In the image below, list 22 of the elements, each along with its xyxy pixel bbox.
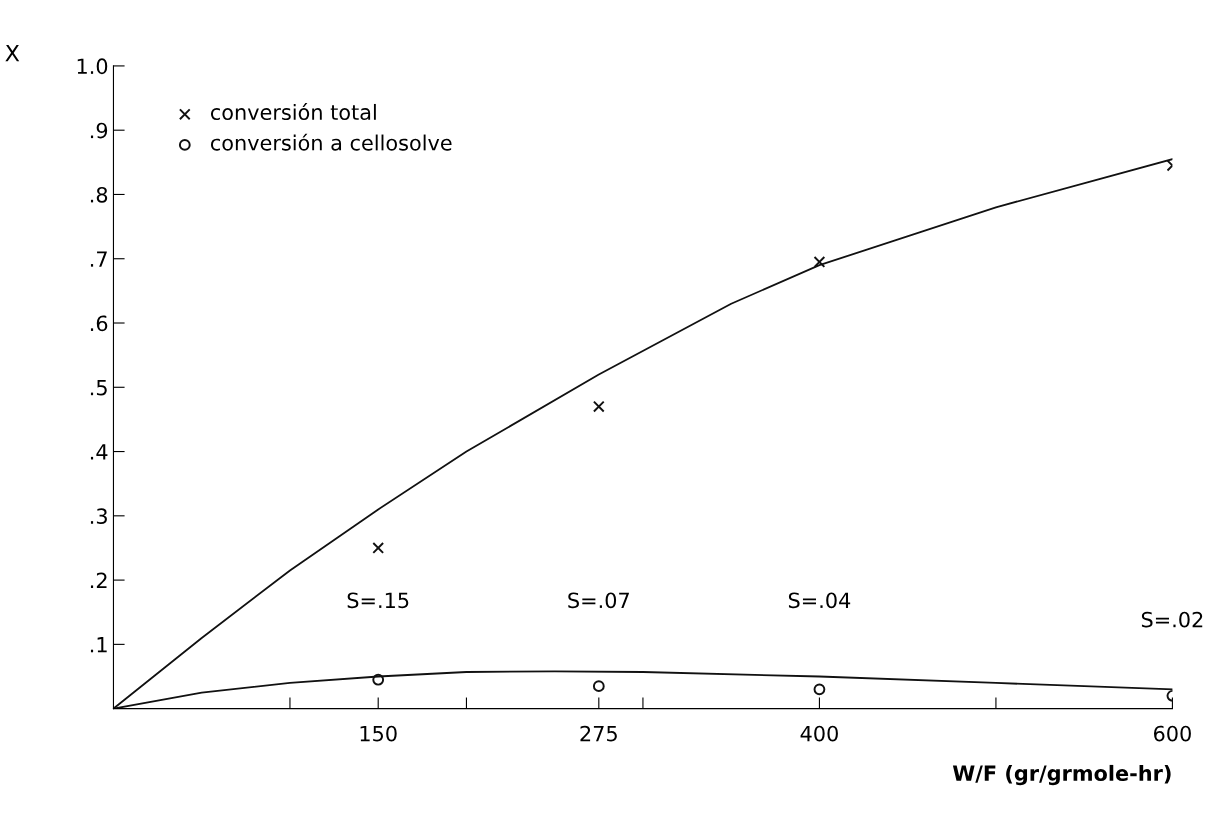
y-tick-label: .9 [90,122,108,139]
legend-label: conversión total [210,103,376,121]
x-axis-title: W/F (gr/grmole-hr) [952,764,1171,786]
y-tick-label: .4 [90,444,108,460]
legend-label: conversión a cellosolve [210,133,452,151]
y-tick-label: .2 [90,572,107,589]
y-tick-label: .6 [90,315,108,332]
y-tick-label: .8 [90,186,108,203]
y-tick-label: .7 [90,251,107,267]
annotation: S=.04 [788,592,851,609]
annotation: S=.15 [347,592,409,609]
y-tick-label: .1 [90,637,107,653]
x-tick-label: 150 [360,725,397,742]
y-axis-title: X [5,45,20,62]
y-tick-label: 1.0 [77,58,108,75]
annotation: S=.02 [1141,611,1203,628]
y-tick-label: .3 [90,508,107,525]
x-tick-label: 600 [1153,725,1191,742]
x-tick-label: 400 [800,725,838,742]
annotation: S=.07 [568,592,629,609]
x-tick-label: 275 [580,725,617,742]
y-tick-label: .5 [90,380,107,396]
